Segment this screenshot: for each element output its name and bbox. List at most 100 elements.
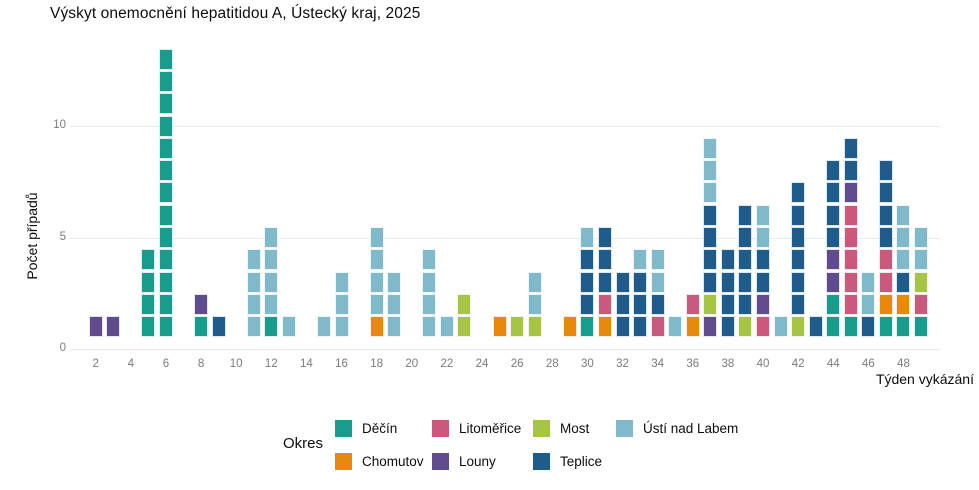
- case-tile: [369, 227, 384, 248]
- case-tile: [633, 293, 648, 315]
- case-tile: [264, 293, 279, 315]
- case-tile: [597, 316, 612, 338]
- case-tile: [896, 316, 911, 338]
- case-tile: [791, 182, 806, 204]
- case-tile: [668, 316, 683, 338]
- case-tile: [773, 316, 788, 338]
- legend-key-1: [432, 420, 449, 437]
- x-tick-label-14: 14: [300, 358, 313, 370]
- case-tile: [843, 271, 858, 293]
- legend-key-6: [533, 453, 550, 470]
- case-tile: [650, 249, 665, 271]
- case-tile: [791, 227, 806, 248]
- legend-label-6: Teplice: [560, 454, 603, 469]
- x-tick-label-48: 48: [897, 358, 910, 370]
- x-tick-label-24: 24: [475, 358, 489, 370]
- case-tile: [369, 316, 384, 338]
- case-tile: [194, 293, 209, 315]
- case-tile: [422, 271, 437, 293]
- case-tile: [194, 316, 209, 338]
- case-tile: [720, 293, 735, 315]
- case-tile: [738, 227, 753, 248]
- case-tile: [878, 293, 893, 315]
- case-tile: [703, 271, 718, 293]
- case-tile: [615, 316, 630, 338]
- case-tile: [878, 316, 893, 338]
- legend-label-3: Ústí nad Labem: [643, 421, 739, 436]
- case-tile: [703, 227, 718, 248]
- case-tile: [264, 227, 279, 248]
- x-tick-label-4: 4: [127, 358, 135, 370]
- case-tile: [369, 271, 384, 293]
- case-tile: [826, 204, 841, 226]
- case-tile: [755, 316, 770, 338]
- case-tile: [738, 316, 753, 338]
- case-tile: [439, 316, 454, 338]
- case-tile: [141, 249, 156, 271]
- x-tick-label-28: 28: [545, 358, 559, 370]
- case-tile: [264, 316, 279, 338]
- case-tile: [861, 316, 876, 338]
- case-tile: [597, 249, 612, 271]
- case-tile: [896, 227, 911, 248]
- case-tile: [914, 249, 929, 271]
- y-tick-label-0: 0: [59, 342, 66, 354]
- case-tile: [650, 271, 665, 293]
- legend-label-4: Chomutov: [362, 454, 424, 469]
- case-tile: [878, 271, 893, 293]
- case-tile: [141, 271, 156, 293]
- case-tile: [387, 316, 402, 338]
- x-tick-label-20: 20: [405, 358, 419, 370]
- chart-title: Výskyt onemocnění hepatitidou A, Ústecký…: [50, 5, 421, 22]
- case-tile: [843, 182, 858, 204]
- case-tile: [896, 204, 911, 226]
- case-tile: [738, 249, 753, 271]
- case-tile: [141, 293, 156, 315]
- x-tick-label-42: 42: [791, 358, 805, 370]
- x-tick-label-34: 34: [651, 358, 664, 370]
- case-tile: [158, 249, 173, 271]
- case-tile: [703, 182, 718, 204]
- x-tick-label-16: 16: [335, 358, 348, 370]
- case-tile: [650, 316, 665, 338]
- gridline-y-5: [70, 237, 940, 239]
- case-tile: [264, 249, 279, 271]
- case-tile: [914, 271, 929, 293]
- case-tile: [158, 204, 173, 226]
- case-tile: [791, 204, 806, 226]
- case-tile: [158, 93, 173, 115]
- case-tile: [738, 271, 753, 293]
- case-tile: [633, 271, 648, 293]
- legend-label-1: Litoměřice: [459, 421, 522, 436]
- case-tile: [826, 227, 841, 248]
- case-tile: [914, 316, 929, 338]
- case-tile: [826, 316, 841, 338]
- case-tile: [791, 293, 806, 315]
- case-tile: [755, 293, 770, 315]
- case-tile: [633, 316, 648, 338]
- case-tile: [878, 227, 893, 248]
- legend-label-2: Most: [560, 421, 590, 436]
- case-tile: [158, 293, 173, 315]
- case-tile: [826, 182, 841, 204]
- case-tile: [826, 160, 841, 182]
- case-tile: [334, 316, 349, 338]
- case-tile: [791, 271, 806, 293]
- case-tile: [369, 293, 384, 315]
- case-tile: [281, 316, 296, 338]
- case-tile: [878, 249, 893, 271]
- case-tile: [246, 271, 261, 293]
- y-tick-label-5: 5: [59, 230, 66, 243]
- x-tick-label-6: 6: [162, 358, 170, 370]
- case-tile: [808, 316, 823, 338]
- x-tick-label-12: 12: [264, 358, 278, 370]
- case-tile: [703, 137, 718, 159]
- case-tile: [861, 271, 876, 293]
- case-tile: [106, 316, 121, 338]
- case-tile: [755, 227, 770, 248]
- legend-key-3: [616, 420, 633, 437]
- case-tile: [527, 271, 542, 293]
- x-tick-label-32: 32: [616, 358, 629, 370]
- legend-key-2: [533, 420, 550, 437]
